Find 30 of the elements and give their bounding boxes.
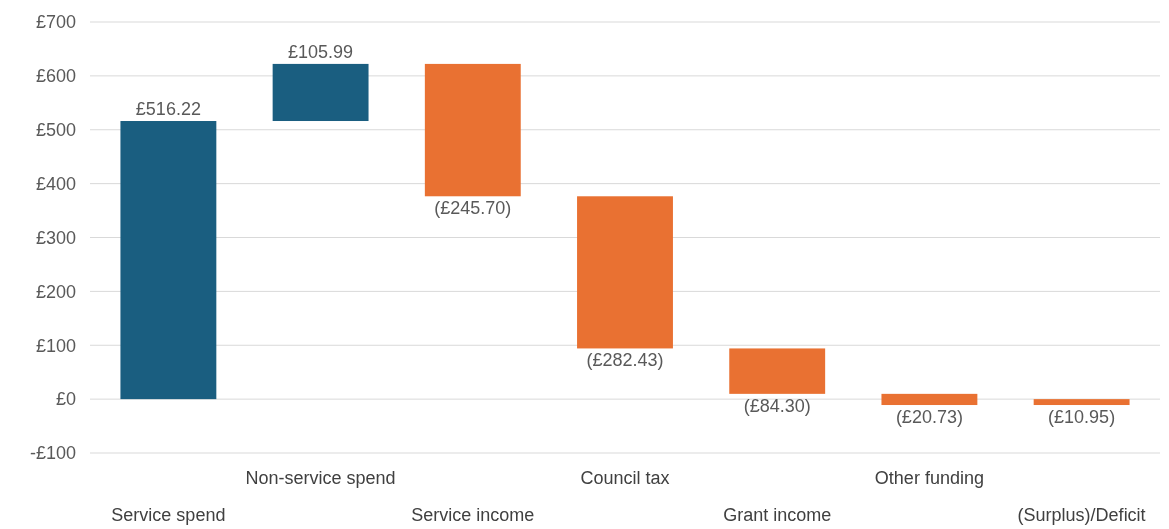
bar	[272, 63, 369, 122]
x-tick-label: Non-service spend	[245, 468, 396, 488]
y-tick-label: -£100	[29, 443, 76, 464]
bar	[729, 348, 826, 394]
y-tick-label: £300	[35, 227, 76, 248]
x-tick-label: Grant income	[723, 505, 832, 525]
y-tick-label: £600	[35, 66, 76, 87]
data-label: (£84.30)	[743, 395, 811, 416]
x-tick-label: Service spend	[111, 505, 226, 525]
x-tick-label: Other funding	[874, 468, 984, 488]
data-label: (£10.95)	[1048, 407, 1116, 428]
x-tick-label: (Surplus)/Deficit	[1017, 505, 1146, 525]
y-tick-label: £200	[35, 281, 76, 302]
y-tick-label: £700	[35, 12, 76, 33]
data-label: (£20.73)	[895, 407, 963, 428]
x-tick-label: Service income	[411, 505, 535, 525]
bar	[577, 196, 673, 349]
bar	[120, 121, 217, 400]
data-label: £516.22	[135, 99, 201, 120]
data-label: £105.99	[288, 41, 354, 62]
bar	[881, 393, 978, 406]
y-tick-label: £400	[35, 173, 76, 194]
x-tick-label: Council tax	[580, 468, 670, 488]
data-label: (£245.70)	[434, 198, 512, 219]
y-tick-label: £500	[35, 120, 76, 141]
bar	[1033, 399, 1130, 406]
y-tick-label: £100	[35, 335, 76, 356]
y-tick-label: £0	[55, 389, 76, 410]
bar	[424, 63, 521, 197]
data-label: (£282.43)	[586, 350, 664, 371]
